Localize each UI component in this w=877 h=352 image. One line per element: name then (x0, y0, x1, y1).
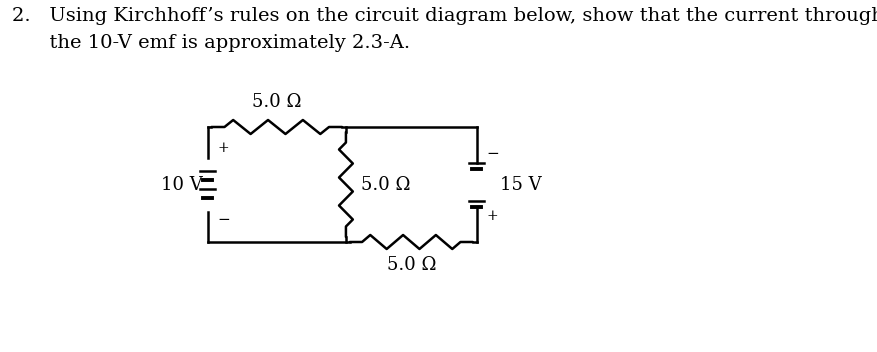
Text: 15 V: 15 V (499, 176, 541, 194)
Text: +: + (486, 208, 497, 222)
Text: 2.   Using Kirchhoff’s rules on the circuit diagram below, show that the current: 2. Using Kirchhoff’s rules on the circui… (11, 7, 877, 25)
Text: −: − (217, 214, 230, 227)
Text: 5.0 Ω: 5.0 Ω (386, 256, 436, 274)
Text: +: + (217, 142, 229, 156)
Text: the 10-V emf is approximately 2.3-A.: the 10-V emf is approximately 2.3-A. (11, 34, 410, 52)
Text: 10 V: 10 V (161, 176, 203, 194)
Text: 5.0 Ω: 5.0 Ω (361, 176, 410, 194)
Text: −: − (486, 146, 499, 161)
Text: 5.0 Ω: 5.0 Ω (252, 93, 301, 111)
